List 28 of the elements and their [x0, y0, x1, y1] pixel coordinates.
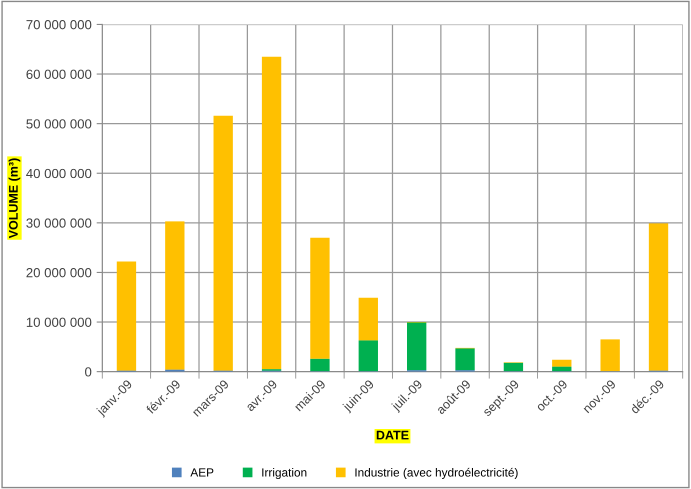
y-tick-label: 60 000 000: [26, 70, 92, 79]
bar: [262, 56, 282, 370]
y-tick-label: 10 000 000: [26, 318, 92, 327]
legend-label: Industrie (avec hydroélectricité): [355, 468, 518, 479]
bar: [552, 360, 572, 367]
y-tick-label: 20 000 000: [26, 268, 92, 278]
legend-label: AEP: [190, 468, 214, 477]
y-tick-label: 0: [85, 367, 92, 377]
y-tick-label: 40 000 000: [26, 168, 92, 178]
bar: [600, 339, 620, 372]
bar: [310, 238, 330, 359]
bar: [116, 262, 136, 371]
bar: [552, 366, 572, 372]
bar: [310, 358, 330, 372]
bar: [214, 116, 233, 371]
x-axis-title: DATE: [376, 430, 409, 440]
bar: [407, 322, 426, 370]
y-tick-label: 50 000 000: [26, 119, 92, 129]
y-tick-label: 70 000 000: [26, 20, 92, 30]
bar: [504, 362, 524, 372]
y-axis-title: VOLUME (m³): [8, 158, 20, 238]
bar: [358, 298, 378, 340]
bar: [358, 340, 378, 372]
legend-label: Irrigation: [262, 468, 306, 479]
bar: [165, 221, 184, 370]
bar: [455, 348, 475, 370]
y-tick-label: 30 000 000: [26, 218, 92, 228]
bar: [648, 223, 668, 371]
